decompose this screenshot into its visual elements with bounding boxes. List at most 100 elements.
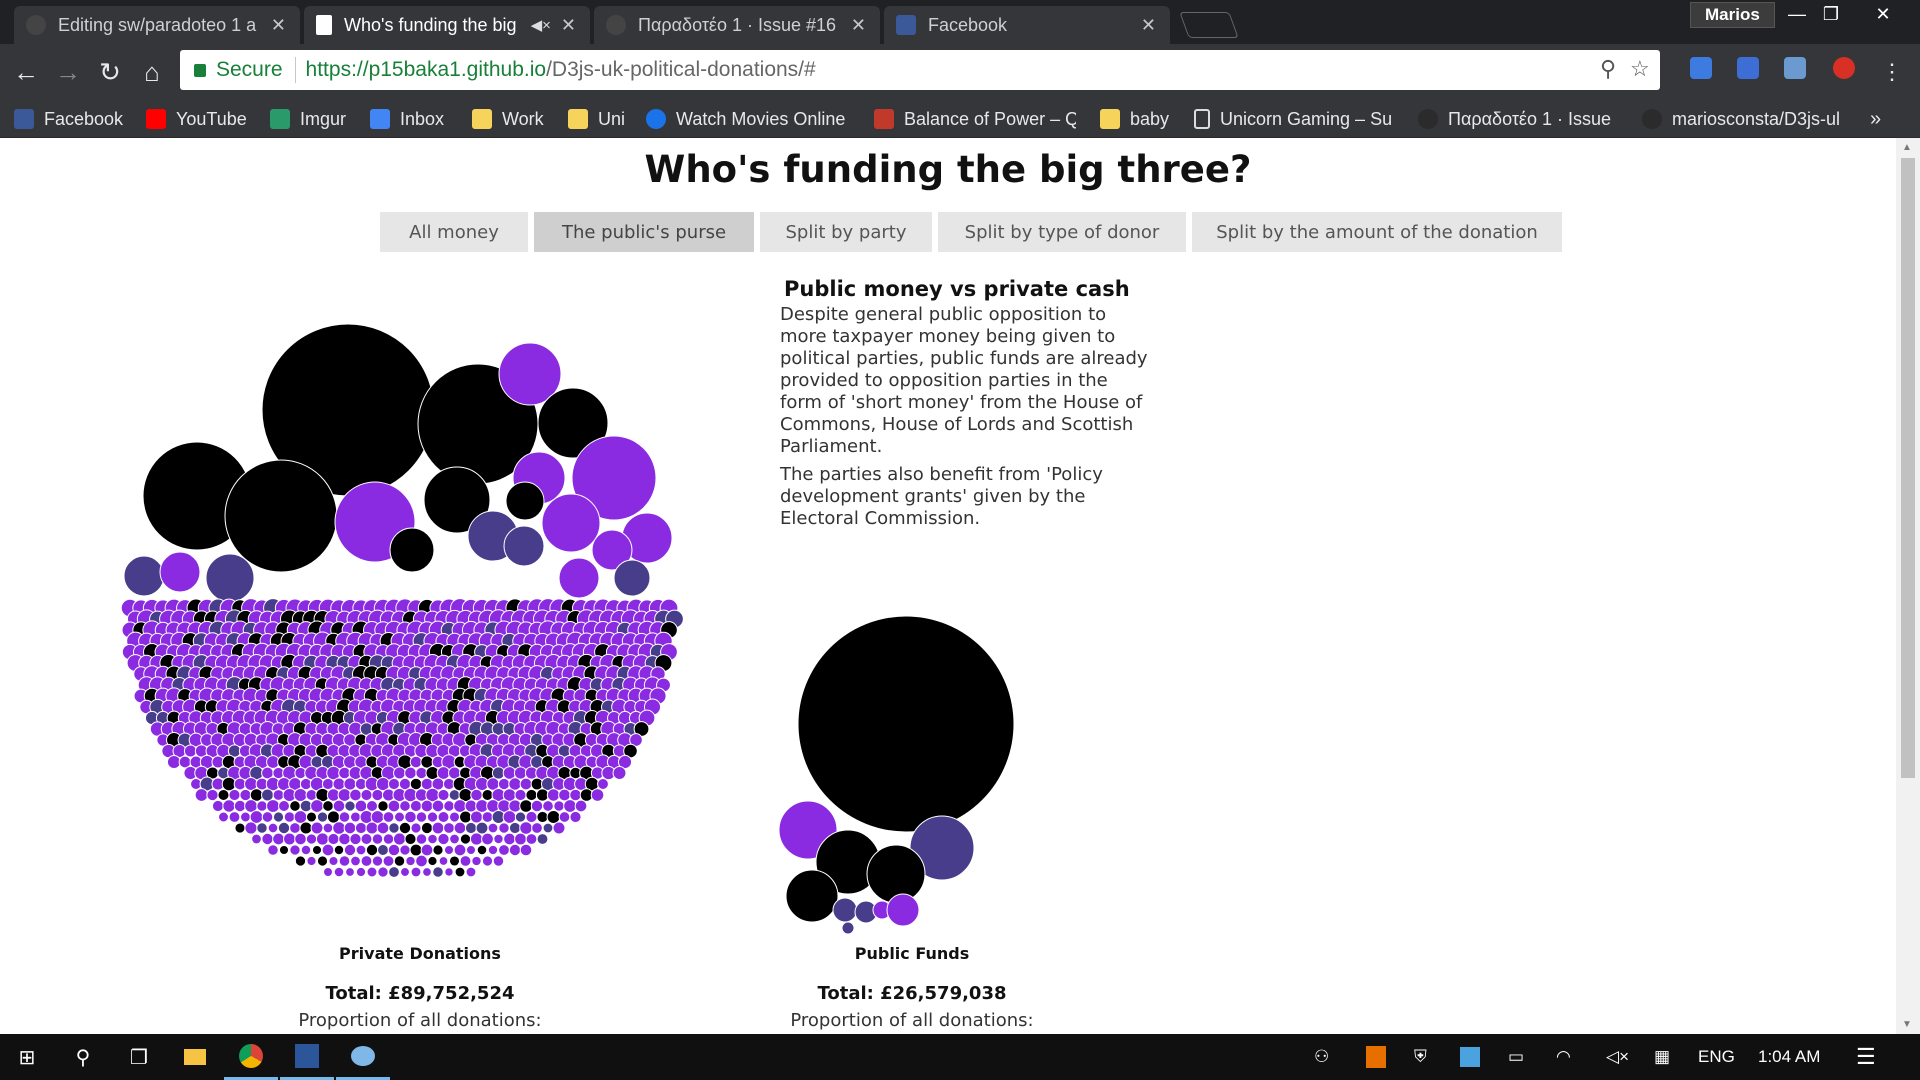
donation-bubble[interactable] <box>393 766 406 780</box>
donation-bubble[interactable] <box>355 844 367 856</box>
donation-bubble[interactable] <box>370 810 385 824</box>
donation-bubble[interactable] <box>283 832 296 846</box>
donation-bubble[interactable] <box>338 855 351 867</box>
donation-bubble[interactable] <box>289 844 301 856</box>
forward-icon[interactable]: → <box>55 56 81 87</box>
donation-bubble[interactable] <box>498 844 510 856</box>
donation-bubble[interactable] <box>537 387 609 459</box>
donation-bubble[interactable] <box>591 529 633 571</box>
public-fund-bubble[interactable] <box>785 869 839 923</box>
donation-bubble[interactable] <box>525 788 538 802</box>
tab-whos-funding[interactable]: Who's funding the big ◀× ✕ <box>304 6 590 44</box>
donation-bubble[interactable] <box>266 799 280 813</box>
bookmark-balance-of-power[interactable]: Balance of Power – Q <box>874 100 1076 138</box>
bookmark-folder-baby[interactable]: baby <box>1100 100 1176 138</box>
all-money-button[interactable]: All money <box>380 212 528 252</box>
task-view-icon[interactable]: ❐ <box>130 1046 148 1069</box>
donation-bubble[interactable] <box>514 788 527 802</box>
donation-bubble[interactable] <box>410 822 422 834</box>
wifi-icon[interactable]: ◠ <box>1556 1047 1571 1066</box>
donation-bubble[interactable] <box>205 553 255 603</box>
donation-bubble[interactable] <box>410 866 422 878</box>
donation-bubble[interactable] <box>376 821 390 835</box>
donation-bubble[interactable] <box>394 811 405 823</box>
window-close-icon[interactable]: ✕ <box>1875 3 1891 24</box>
donation-bubble[interactable] <box>569 788 582 802</box>
language-indicator[interactable]: ENG <box>1698 1047 1735 1066</box>
donation-bubble[interactable] <box>409 843 423 857</box>
donation-bubble[interactable] <box>617 754 633 770</box>
donation-bubble[interactable] <box>546 810 561 824</box>
donation-bubble[interactable] <box>240 811 251 823</box>
donation-bubble[interactable] <box>503 525 545 567</box>
donation-bubble[interactable] <box>272 811 285 823</box>
donation-bubble[interactable] <box>536 810 549 824</box>
donation-bubble[interactable] <box>399 800 411 812</box>
donation-bubble[interactable] <box>443 844 455 856</box>
back-icon[interactable]: ← <box>13 56 39 87</box>
donation-bubble[interactable] <box>409 755 423 769</box>
donation-bubble[interactable] <box>377 866 389 878</box>
donation-bubble[interactable] <box>300 844 312 856</box>
donation-bubble[interactable] <box>239 788 252 802</box>
donation-bubble[interactable] <box>332 821 346 835</box>
split-by-donor-type-button[interactable]: Split by type of donor <box>938 212 1186 252</box>
donation-bubble[interactable] <box>400 867 410 877</box>
donation-bubble[interactable] <box>311 844 323 856</box>
menu-icon[interactable]: ⋮ <box>1881 59 1903 84</box>
donation-bubble[interactable] <box>272 832 285 846</box>
donation-bubble[interactable] <box>536 833 549 845</box>
donation-bubble[interactable] <box>487 822 499 834</box>
zoom-icon[interactable]: ⚲ <box>1600 56 1617 81</box>
public-fund-bubble[interactable] <box>841 921 855 935</box>
donation-bubble[interactable] <box>328 855 339 867</box>
donation-bubble[interactable] <box>432 866 444 878</box>
donation-bubble[interactable] <box>469 832 484 846</box>
donation-bubble[interactable] <box>409 799 423 813</box>
donation-bubble[interactable] <box>552 821 566 835</box>
donation-bubble[interactable] <box>502 810 517 824</box>
donation-bubble[interactable] <box>333 866 345 878</box>
donation-bubble[interactable] <box>514 811 527 823</box>
donation-bubble[interactable] <box>427 833 438 845</box>
donation-bubble[interactable] <box>404 810 417 824</box>
donation-bubble[interactable] <box>415 854 428 868</box>
donation-bubble[interactable] <box>519 799 533 813</box>
donation-bubble[interactable] <box>393 855 406 867</box>
bookmark-facebook[interactable]: Facebook <box>14 100 132 138</box>
donation-bubble[interactable] <box>294 855 307 867</box>
donation-bubble[interactable] <box>535 788 550 802</box>
donation-bubble[interactable] <box>546 788 561 802</box>
donation-bubble[interactable] <box>459 855 472 867</box>
donation-bubble[interactable] <box>471 855 482 867</box>
bookmark-repo[interactable]: mariosconsta/D3js-ul <box>1642 100 1848 138</box>
donation-bubble[interactable] <box>508 821 522 835</box>
donation-bubble[interactable] <box>431 799 445 813</box>
minimize-icon[interactable]: — <box>1788 3 1806 24</box>
donation-bubble[interactable] <box>321 843 335 857</box>
public-purse-button[interactable]: The public's purse <box>534 212 754 252</box>
donation-bubble[interactable] <box>415 766 428 780</box>
donation-bubble[interactable] <box>218 811 229 823</box>
donation-bubble[interactable] <box>437 832 450 846</box>
donation-bubble[interactable] <box>389 527 435 573</box>
clock[interactable]: 1:04 AM <box>1758 1047 1821 1066</box>
action-center-icon[interactable]: ☰ <box>1856 1044 1876 1069</box>
donation-bubble[interactable] <box>338 811 351 823</box>
donation-bubble[interactable] <box>332 799 346 813</box>
donation-bubble[interactable] <box>469 810 484 824</box>
donation-bubble[interactable] <box>371 855 384 867</box>
scroll-up-icon[interactable]: ▲ <box>1902 142 1912 153</box>
donation-bubble[interactable] <box>377 800 389 812</box>
donation-bubble[interactable] <box>217 788 230 802</box>
donation-bubble[interactable] <box>427 855 438 867</box>
donation-bubble[interactable] <box>299 821 313 835</box>
donation-bubble[interactable] <box>365 799 379 813</box>
donation-bubble[interactable] <box>404 832 417 846</box>
donation-bubble[interactable] <box>371 833 384 845</box>
user-profile-button[interactable]: Marios <box>1690 2 1775 28</box>
donation-bubble[interactable] <box>432 844 444 856</box>
donation-bubble[interactable] <box>354 821 368 835</box>
donation-bubble[interactable] <box>293 810 308 824</box>
donation-bubble[interactable] <box>508 843 522 857</box>
